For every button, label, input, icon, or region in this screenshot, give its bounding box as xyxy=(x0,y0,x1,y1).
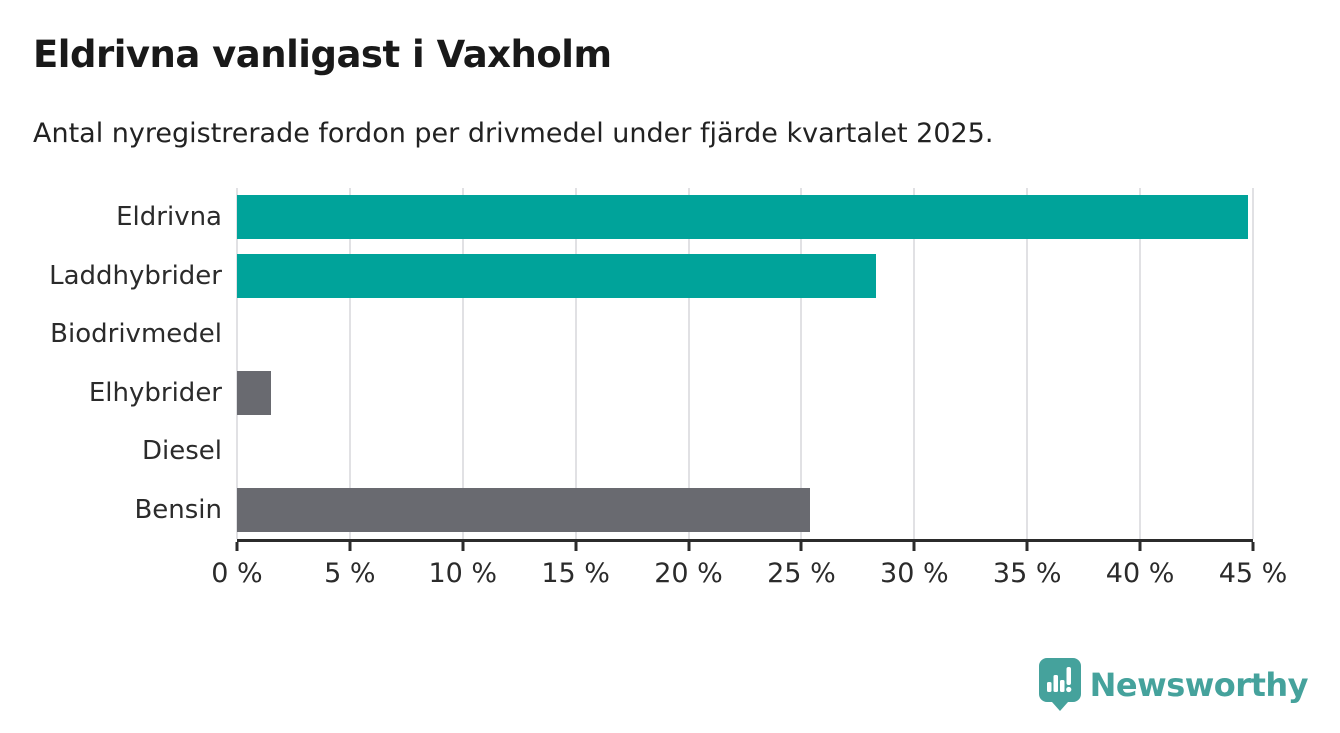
bar-row: Eldrivna xyxy=(0,188,1253,247)
x-axis: 0 % 5 % 10 % 15 % 20 % 25 % 30 % 35 % 40 % 45 % xyxy=(211,539,1287,589)
bar xyxy=(237,487,811,532)
axis-tick-label: 15 % xyxy=(541,558,610,589)
bar-track xyxy=(237,364,1253,423)
gridline xyxy=(461,188,464,539)
bar-chart: Eldrivna Laddhybrider Biodrivmedel Elhybrid… xyxy=(0,188,1340,589)
bar-track xyxy=(237,188,1253,247)
category-label: Bensin xyxy=(134,494,222,525)
gridline xyxy=(1139,188,1142,539)
gridline xyxy=(687,188,690,539)
axis-tick xyxy=(799,542,803,551)
axis-tick-label: 40 % xyxy=(1105,558,1175,589)
category-label: Laddhybrider xyxy=(49,260,222,291)
axis-tick xyxy=(912,542,916,551)
category-label: Diesel xyxy=(141,436,222,467)
axis-tick xyxy=(1025,542,1029,551)
gridline xyxy=(1026,188,1029,539)
bar-track xyxy=(237,305,1253,364)
newsworthy-wordmark: Newsworthy xyxy=(1089,665,1309,704)
page-title: Eldrivna vanligast i Vaxholm xyxy=(33,33,612,76)
category-label: Biodrivmedel xyxy=(50,319,222,350)
newsworthy-icon xyxy=(1038,658,1081,711)
gridline xyxy=(574,188,577,539)
chart-header: Eldrivna vanligast i Vaxholm Antal nyreg… xyxy=(33,33,1307,149)
bar xyxy=(237,370,271,415)
bar-row: Biodrivmedel xyxy=(0,305,1253,364)
bar-rows: Eldrivna Laddhybrider Biodrivmedel Elhybrid… xyxy=(0,188,1253,539)
page-subtitle: Antal nyregistrerade fordon per drivmede… xyxy=(33,118,994,149)
axis-tick xyxy=(235,542,239,551)
axis-tick-label: 35 % xyxy=(992,558,1062,589)
axis-tick xyxy=(1251,542,1255,551)
gridline xyxy=(1252,188,1254,539)
axis-tick xyxy=(574,542,578,551)
bar-row: Elhybrider xyxy=(0,364,1253,423)
axis-tick xyxy=(461,542,465,551)
axis-tick xyxy=(1138,542,1142,551)
axis-tick-label: 20 % xyxy=(654,558,723,589)
bar-row: Diesel xyxy=(0,422,1253,481)
gridline xyxy=(800,188,803,539)
gridline xyxy=(348,188,351,539)
bar xyxy=(237,253,876,298)
category-label: Eldrivna xyxy=(116,202,222,233)
gridline xyxy=(913,188,916,539)
axis-tick-label: 0 % xyxy=(211,558,263,589)
newsworthy-logo: Newsworthy xyxy=(1038,658,1309,711)
gridline xyxy=(236,188,238,539)
bar xyxy=(237,195,1249,240)
bar-row: Bensin xyxy=(0,481,1253,540)
category-label: Elhybrider xyxy=(88,377,222,408)
axis-tick-label: 25 % xyxy=(767,558,836,589)
gridlines xyxy=(236,188,1254,539)
axis-tick xyxy=(348,542,352,551)
bar-track xyxy=(237,422,1253,481)
axis-tick-label: 30 % xyxy=(880,558,949,589)
bar-row: Laddhybrider xyxy=(0,247,1253,306)
bar-track xyxy=(237,247,1253,306)
axis-tick-label: 45 % xyxy=(1218,558,1288,589)
axis-tick-label: 5 % xyxy=(324,558,376,589)
bar-track xyxy=(237,481,1253,540)
axis-tick xyxy=(687,542,691,551)
axis-tick-label: 10 % xyxy=(428,558,498,589)
